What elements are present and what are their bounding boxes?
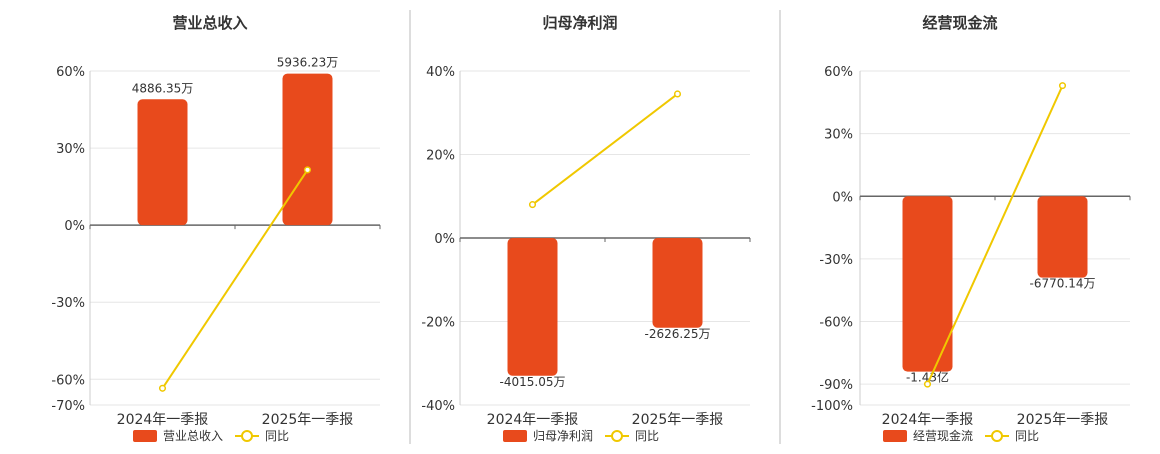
chart-panel-3: 经营现金流 60% 30% 0% -30% -60% -90% -100% 2024年一季报 20…	[811, 14, 1131, 443]
x-category-label: 2024年一季报	[117, 412, 209, 428]
yoy-point	[923, 380, 932, 388]
y-tick-label: 0%	[832, 190, 853, 205]
chart-panel-1: 营业总收入 60% 30% 0% -30% -60% -70% 2024年一季报 2025年一季…	[51, 14, 381, 443]
bar-data-label: -1.43亿	[906, 370, 949, 385]
y-tick-label: 60%	[824, 65, 853, 80]
yoy-line	[531, 93, 679, 206]
bar	[1037, 196, 1088, 278]
yoy-line	[926, 85, 1064, 385]
y-tick-label: -100%	[811, 399, 853, 414]
legend-bar-swatch	[883, 430, 907, 442]
bar-data-label: -6770.14万	[1030, 277, 1096, 291]
yoy-line	[161, 169, 309, 389]
y-tick-label: -20%	[421, 316, 455, 331]
bar	[507, 238, 558, 376]
x-category-label: 2024年一季报	[487, 412, 579, 428]
legend-bar-label: 归母净利润	[533, 429, 593, 443]
y-tick-label: 0%	[64, 219, 85, 234]
y-tick-label: 0%	[434, 232, 455, 247]
y-tick-label: 20%	[426, 149, 455, 164]
y-tick-label: -60%	[51, 373, 85, 388]
legend-line-marker	[241, 430, 253, 442]
x-category-label: 2025年一季报	[262, 412, 354, 428]
legend-bar-label: 营业总收入	[163, 429, 223, 443]
legend-line-label: 同比	[265, 429, 289, 443]
yoy-point	[1058, 82, 1067, 90]
x-category-label: 2025年一季报	[632, 412, 724, 428]
y-tick-label: 30%	[824, 128, 853, 143]
chart-title: 营业总收入	[172, 14, 247, 32]
y-tick-label: -40%	[421, 399, 455, 414]
y-tick-label: 60%	[56, 65, 85, 80]
legend-line-marker	[991, 430, 1003, 442]
bar	[902, 196, 953, 372]
legend-bar-label: 经营现金流	[913, 428, 973, 443]
legend-bar-swatch	[133, 430, 157, 442]
chart-title: 经营现金流	[922, 14, 997, 32]
y-tick-label: -30%	[51, 296, 85, 311]
yoy-point	[303, 166, 312, 174]
bar-data-label: 5936.23万	[277, 56, 339, 70]
bar-data-label: -2626.25万	[645, 327, 711, 341]
bar	[282, 73, 333, 226]
bar-data-label: -4015.05万	[500, 375, 566, 389]
y-tick-label: -90%	[819, 378, 853, 393]
chart-title: 归母净利润	[542, 14, 617, 32]
bar-data-label: 4886.35万	[132, 81, 194, 95]
y-tick-label: 30%	[56, 142, 85, 157]
legend-line-marker	[611, 430, 623, 442]
legend-line-label: 同比	[1015, 429, 1039, 443]
yoy-point	[673, 90, 682, 98]
y-tick-label: -60%	[819, 316, 853, 331]
yoy-point	[158, 384, 167, 392]
x-category-label: 2024年一季报	[882, 412, 974, 428]
chart-panel-2: 归母净利润 40% 20% 0% -20% -40% 2024年一季报 2025年一季报 -40…	[421, 14, 751, 443]
bar	[652, 238, 703, 328]
y-tick-label: -30%	[819, 253, 853, 268]
y-tick-label: -70%	[51, 399, 85, 414]
x-category-label: 2025年一季报	[1017, 412, 1109, 428]
legend-bar-swatch	[503, 430, 527, 442]
bar	[137, 99, 188, 226]
yoy-point	[528, 201, 537, 209]
legend-line-label: 同比	[635, 429, 659, 443]
y-tick-label: 40%	[426, 65, 455, 80]
